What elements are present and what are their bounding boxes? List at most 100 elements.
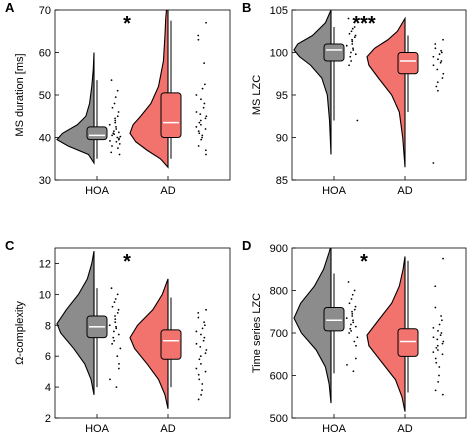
data-point — [354, 34, 357, 37]
data-point — [111, 145, 113, 147]
data-point — [356, 336, 359, 339]
data-point — [436, 81, 439, 84]
data-point — [118, 153, 121, 156]
data-point — [436, 344, 439, 347]
data-point — [113, 130, 115, 133]
axes-frame — [54, 9, 231, 181]
data-point — [197, 316, 200, 319]
x-tick-label: AD — [160, 185, 175, 197]
data-point — [111, 134, 114, 137]
data-point — [197, 398, 200, 401]
data-point — [437, 58, 439, 61]
data-point — [350, 51, 352, 54]
data-point — [438, 366, 441, 368]
y-tick-label: 900 — [270, 243, 288, 255]
data-point — [119, 135, 122, 138]
data-point — [351, 27, 354, 30]
data-point — [205, 21, 207, 24]
data-point — [200, 98, 202, 101]
data-point — [440, 319, 443, 322]
data-point — [352, 370, 355, 373]
y-tick-label: 90 — [276, 133, 288, 145]
data-point — [350, 30, 353, 33]
data-point — [351, 310, 353, 313]
y-axis-label: Time series LZC — [251, 293, 263, 373]
data-point — [437, 349, 439, 351]
data-point — [435, 346, 438, 349]
data-point — [199, 355, 202, 358]
data-point — [195, 367, 198, 370]
panel-letter: A — [5, 0, 15, 15]
box-hoa — [323, 43, 345, 62]
y-axis-label: Ω-complexity — [14, 301, 26, 365]
data-point — [195, 111, 198, 113]
data-point — [113, 102, 116, 105]
y-tick-label: 500 — [270, 413, 288, 425]
x-tick-label: AD — [397, 423, 412, 432]
significance-marker: *** — [352, 13, 376, 35]
x-tick-label: HOA — [322, 423, 347, 432]
data-point — [349, 55, 352, 58]
data-point — [434, 306, 437, 309]
data-point — [435, 85, 438, 88]
plot-area — [56, 250, 208, 409]
data-point — [111, 106, 114, 109]
data-point — [201, 87, 204, 90]
box-ad — [160, 329, 182, 360]
data-point — [350, 323, 352, 326]
data-point — [346, 363, 348, 366]
data-point — [442, 340, 445, 343]
data-point — [351, 315, 354, 317]
y-axis-label: MS LZC — [251, 75, 263, 115]
data-point — [348, 332, 351, 334]
x-tick-label: HOA — [322, 185, 347, 197]
data-point — [115, 128, 118, 130]
data-point — [202, 106, 205, 109]
panel-A: 30 40 50 60 70 HOA AD MS duration [ms] A * — [5, 0, 231, 197]
box-ad — [397, 52, 419, 75]
data-point — [432, 351, 435, 354]
y-tick-label: 800 — [270, 286, 288, 298]
data-point — [114, 121, 117, 124]
data-point — [436, 338, 439, 341]
data-point — [108, 324, 111, 327]
data-point — [347, 281, 350, 283]
data-point — [432, 162, 435, 164]
data-point — [199, 346, 202, 348]
data-point — [113, 330, 115, 333]
data-point — [201, 327, 204, 330]
data-point — [116, 355, 119, 358]
data-point — [352, 49, 355, 51]
y-tick-label: 50 — [39, 90, 51, 102]
y-tick-label: 100 — [270, 48, 288, 60]
data-point — [354, 357, 357, 360]
data-point — [442, 257, 444, 260]
data-point — [111, 342, 114, 345]
data-point — [432, 336, 435, 339]
plot-area — [293, 10, 445, 168]
data-point — [204, 352, 207, 354]
data-point — [111, 305, 114, 308]
data-point — [205, 308, 207, 311]
box-ad — [397, 328, 419, 357]
data-point — [434, 47, 437, 50]
data-point — [115, 125, 117, 128]
data-point — [200, 393, 203, 396]
data-point — [201, 389, 203, 392]
data-point — [109, 140, 111, 142]
data-point — [203, 324, 206, 327]
data-point — [356, 119, 359, 122]
data-point — [117, 333, 120, 336]
data-point — [354, 305, 357, 308]
data-point — [117, 308, 120, 311]
data-point — [355, 344, 357, 347]
panel-letter: C — [5, 238, 15, 253]
significance-marker: * — [360, 251, 368, 273]
data-point — [353, 26, 356, 28]
data-point — [200, 123, 202, 126]
data-point — [113, 133, 116, 136]
density-cloud-hoa — [293, 10, 332, 155]
data-point — [440, 60, 443, 62]
data-point — [112, 336, 115, 339]
data-point — [439, 61, 442, 64]
